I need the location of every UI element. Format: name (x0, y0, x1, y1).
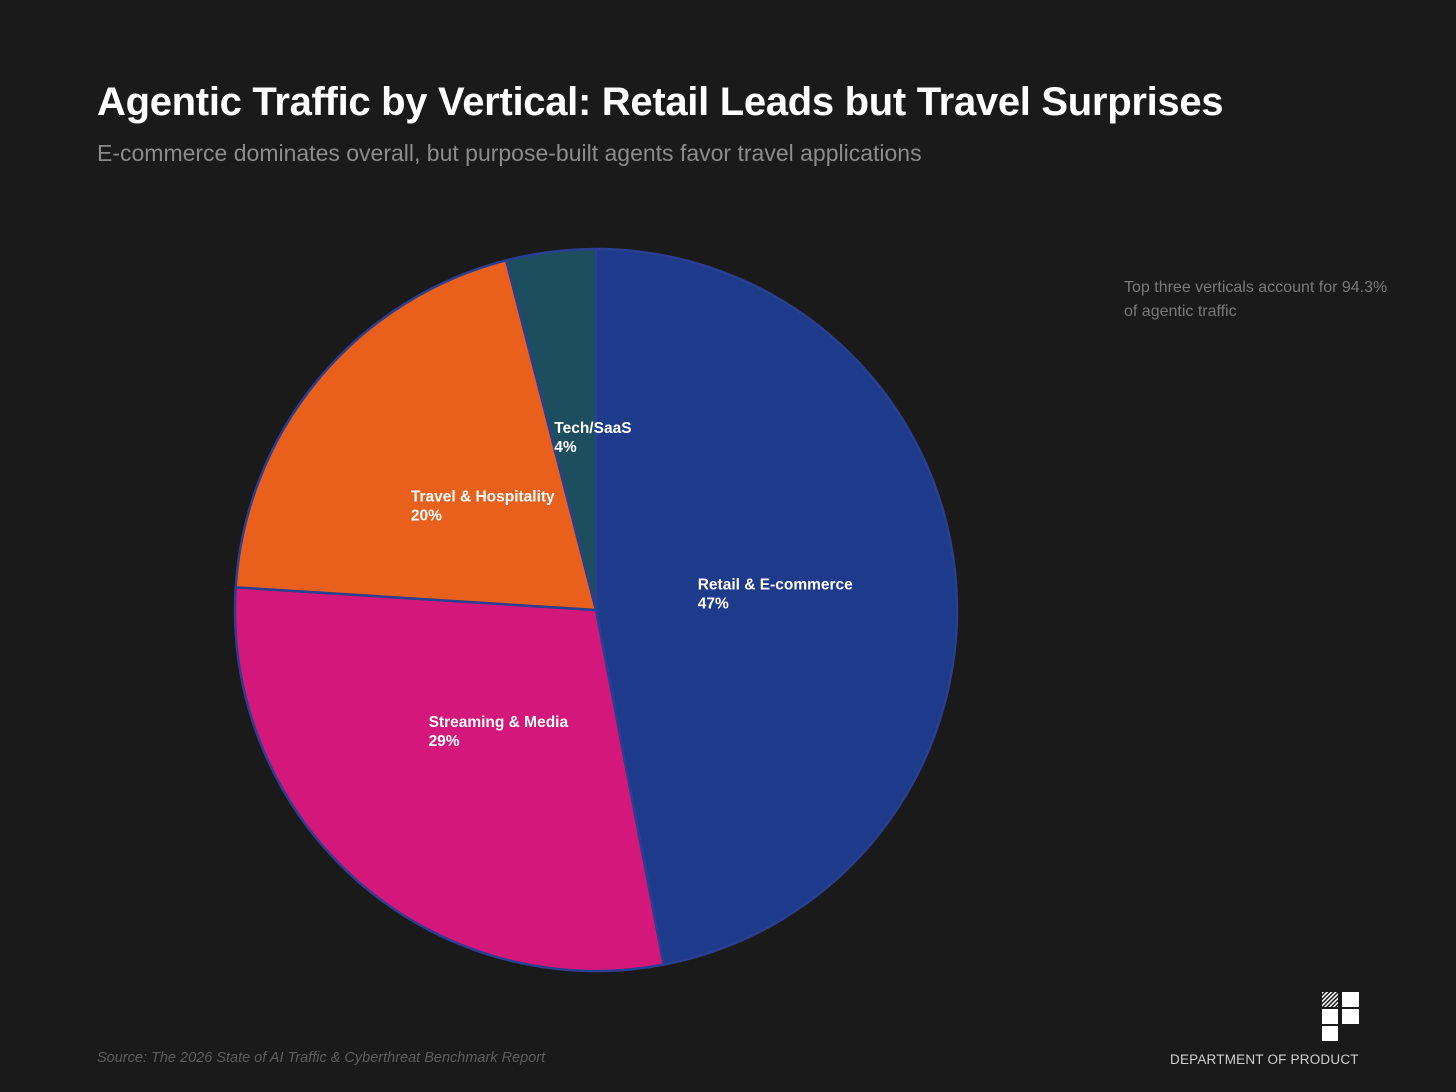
slice-value-tech-saas: 4% (554, 439, 577, 456)
slice-value-streaming-and-media: 29% (429, 733, 460, 750)
brand-name: DEPARTMENT OF PRODUCT (1170, 1052, 1359, 1067)
chart-subtitle: E-commerce dominates overall, but purpos… (97, 140, 922, 166)
pie-slice-streaming-and-media (233, 586, 665, 973)
chart-title: Agentic Traffic by Vertical: Retail Lead… (97, 80, 1224, 124)
pie-labels: Retail & E-commerce 47% Streaming & Media 2… (411, 420, 853, 750)
slice-label-tech-saas: Tech/SaaS (554, 420, 631, 437)
slice-label-streaming-and-media: Streaming & Media (429, 714, 569, 731)
pie-slices (233, 247, 959, 973)
department-of-product-logo-icon (1322, 992, 1359, 1041)
pie-slice-retail-and-e-commerce (594, 247, 959, 966)
slice-label-retail-and-e-commerce: Retail & E-commerce (698, 577, 853, 594)
slice-value-travel-and-hospitality: 20% (411, 507, 442, 524)
pie-slice-tech-saas (504, 247, 598, 612)
chart-annotation: Top three verticals account for 94.3% of… (1124, 279, 1388, 320)
pie-slice-travel-and-hospitality (234, 259, 598, 612)
slice-value-retail-and-e-commerce: 47% (698, 596, 729, 613)
source-note: Source: The 2026 State of AI Traffic & C… (97, 1050, 546, 1066)
slice-label-travel-and-hospitality: Travel & Hospitality (411, 488, 555, 505)
